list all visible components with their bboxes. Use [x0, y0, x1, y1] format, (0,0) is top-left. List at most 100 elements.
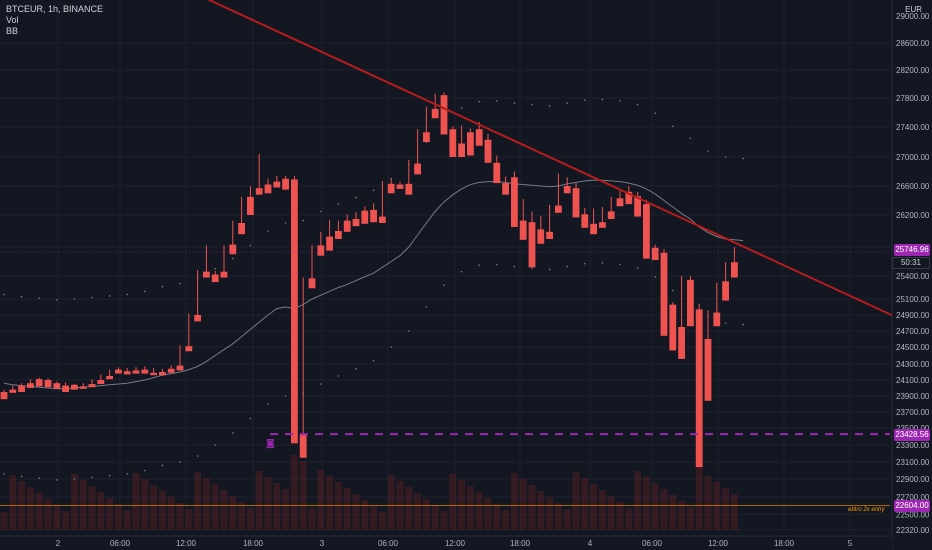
bear-candle — [123, 371, 131, 375]
volume-bar — [431, 505, 439, 530]
bb-upper-dot — [513, 102, 516, 104]
bollinger-legend[interactable]: BB — [6, 26, 19, 36]
bb-upper-dot — [161, 285, 164, 288]
bb-lower-dot — [214, 444, 216, 446]
price-tick-label: 26600.00 — [896, 182, 930, 191]
bb-upper-dot — [372, 189, 375, 192]
bb-upper-dot — [144, 290, 146, 293]
price-tick-label: 24700.00 — [896, 327, 930, 336]
bear-candle — [361, 210, 369, 224]
volume-bar — [590, 484, 598, 530]
price-tick-label: 25400.00 — [896, 272, 930, 281]
volume-bar — [669, 495, 677, 530]
price-tick-label: 23300.00 — [896, 441, 930, 450]
bear-candle — [370, 209, 377, 223]
bb-lower-dot — [73, 478, 76, 480]
bb-upper-dot — [460, 107, 463, 109]
volume-bar — [414, 493, 422, 530]
volume-bar — [211, 484, 219, 530]
bb-lower-dot — [443, 284, 445, 287]
symbol-legend[interactable]: BTCEUR, 1h, BINANCE — [6, 4, 104, 14]
bb-lower-dot — [724, 322, 727, 324]
volume-legend[interactable]: Vol — [6, 15, 19, 25]
time-tick-label: 06:00 — [378, 539, 399, 548]
bb-lower-dot — [742, 323, 744, 326]
volume-bar — [563, 509, 571, 530]
bear-candle — [563, 186, 571, 194]
time-axis: 2 06:00 12:00 18:00 3 06:00 12:00 18:00 4 06:00 12… — [0, 535, 892, 550]
time-tick-label: 18:00 — [774, 539, 795, 548]
bb-lower-dot — [232, 432, 234, 434]
bear-candle — [467, 132, 474, 156]
volume-bar — [651, 483, 659, 530]
bear-candle — [27, 383, 34, 388]
volume-bar — [194, 472, 202, 530]
bear-candle — [35, 379, 43, 387]
volume-bar — [273, 483, 281, 530]
bb-lower-dot — [179, 461, 181, 463]
volume-bar — [299, 461, 307, 530]
volume-bar — [326, 476, 334, 530]
drawn-lines: ◙ — [0, 0, 899, 506]
volume-bar — [713, 482, 721, 530]
bear-candle — [317, 245, 325, 256]
price-tick-label: 24500.00 — [896, 343, 930, 352]
bb-lower-dot — [161, 464, 164, 467]
time-tick-label: 4 — [588, 539, 593, 548]
price-tick-label: 22320.00 — [896, 526, 930, 535]
price-axis: 29000.00 28600.00 28200.00 27800.00 27400.00… — [891, 0, 932, 550]
bear-candle — [273, 181, 281, 188]
bear-candle — [431, 108, 439, 119]
bb-lower-dot — [91, 476, 93, 479]
bb-upper-dot — [584, 99, 586, 101]
volume-bar — [422, 499, 430, 530]
bb-lower-dot — [548, 268, 551, 271]
bear-candle — [132, 370, 140, 374]
bear-candle — [607, 211, 615, 219]
bear-candle — [220, 271, 228, 278]
volume-bar — [88, 486, 96, 530]
volume-bar — [255, 471, 263, 530]
bear-candle — [44, 380, 52, 388]
candle-countdown: 50:31 — [892, 257, 930, 269]
volume-bar — [238, 502, 246, 530]
currency-label[interactable]: EUR — [905, 5, 922, 14]
volume-bar — [264, 477, 272, 530]
bb-lower-dot — [20, 475, 23, 478]
volume-bar — [510, 473, 518, 530]
moving-average-line — [3, 179, 744, 390]
bear-candle — [713, 312, 721, 327]
time-tick-label: 18:00 — [243, 539, 264, 548]
volume-bar — [598, 490, 606, 530]
bear-candle — [651, 247, 659, 261]
last-price-tag: 25746.96 — [894, 244, 930, 256]
price-tick-label: 28200.00 — [896, 66, 930, 75]
bear-candle — [678, 327, 685, 359]
bb-upper-dot — [20, 295, 23, 298]
volume-bar — [537, 491, 545, 530]
volume-bar — [308, 507, 316, 530]
bear-candle — [115, 369, 122, 374]
bb-lower-dot — [672, 289, 674, 292]
volume-bar — [123, 510, 131, 530]
bb-lower-dot — [337, 375, 340, 377]
volume-bar — [475, 492, 483, 530]
bear-candle — [185, 346, 193, 352]
bear-candle — [194, 315, 201, 322]
bb-upper-dot — [654, 112, 656, 115]
bb-lower-dot — [372, 359, 375, 362]
volume-bar — [317, 470, 325, 530]
bear-candle — [423, 132, 430, 142]
price-tick-label: 24300.00 — [896, 360, 930, 369]
volume-bar — [361, 500, 369, 530]
bb-lower-dot — [636, 267, 639, 269]
bear-candle — [352, 219, 360, 227]
bear-candle — [343, 220, 351, 232]
time-tick-label: 18:00 — [510, 539, 531, 548]
bear-candle — [590, 223, 597, 235]
bb-upper-dot — [302, 219, 305, 222]
bear-candle — [53, 383, 61, 389]
bear-candle — [475, 129, 483, 146]
bb-upper-dot — [742, 157, 744, 160]
